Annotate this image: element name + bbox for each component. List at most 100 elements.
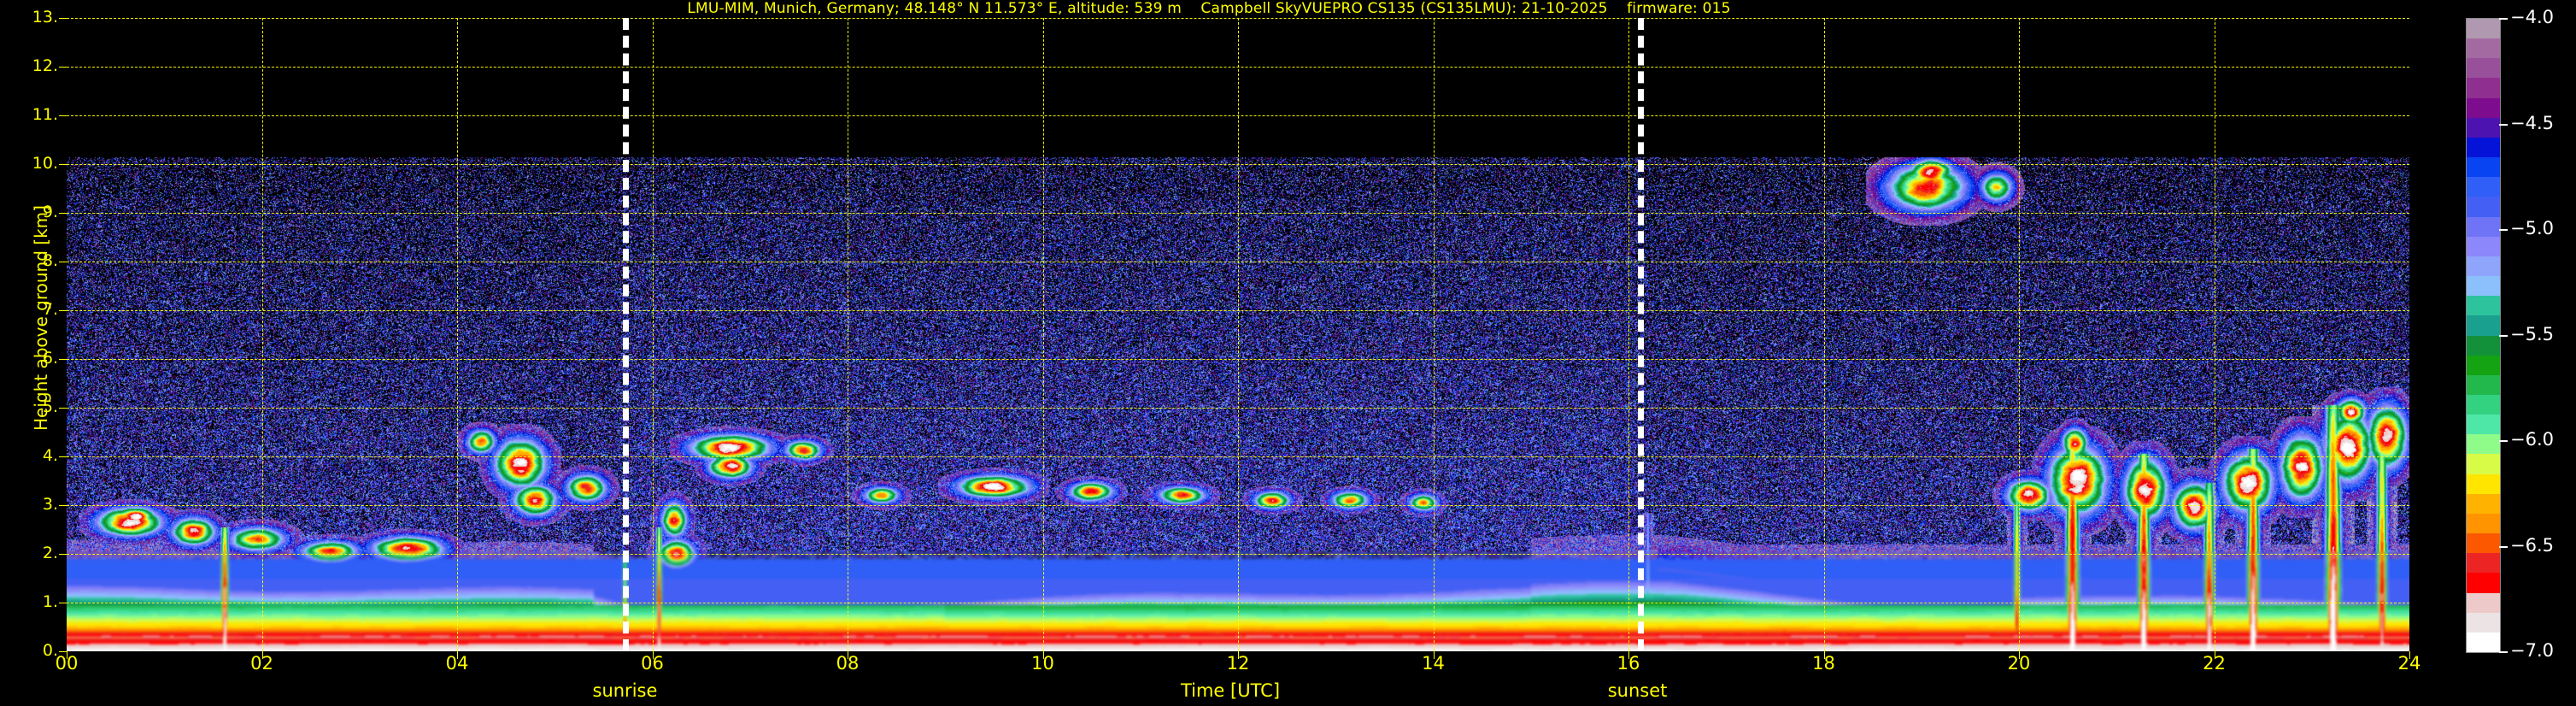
colorbar-segment — [2467, 493, 2500, 514]
x-tick-label: 24 — [2397, 653, 2421, 674]
colorbar-segment — [2467, 58, 2500, 79]
y-tick-mark — [59, 505, 67, 506]
x-tick-label: 18 — [1812, 653, 1835, 674]
y-tick-mark — [59, 115, 67, 116]
y-tick-label: 2. — [42, 544, 58, 562]
x-tick-mark — [457, 651, 458, 659]
y-tick-mark — [59, 554, 67, 555]
colorbar-segment — [2467, 573, 2500, 593]
colorbar-segment — [2467, 553, 2500, 574]
sun-line-sunrise — [622, 18, 629, 651]
y-tick-mark — [59, 651, 67, 652]
colorbar-segment — [2467, 592, 2500, 613]
grid-line-vertical — [1823, 18, 1825, 651]
x-tick-mark — [261, 651, 263, 659]
colorbar-segment — [2467, 276, 2500, 297]
colorbar-tick-mark — [2499, 545, 2508, 548]
grid-line-vertical — [2019, 18, 2020, 651]
y-tick-mark — [59, 213, 67, 214]
y-tick-label: 10. — [32, 154, 58, 173]
colorbar-segment — [2467, 355, 2500, 375]
sun-line-sunset — [1637, 18, 1644, 651]
colorbar — [2466, 18, 2501, 653]
grid-line-vertical — [1628, 18, 1629, 651]
x-tick-label: 20 — [2007, 653, 2031, 674]
colorbar-segment — [2467, 454, 2500, 474]
y-tick-label: 0. — [42, 641, 58, 660]
grid-line-vertical — [652, 18, 654, 651]
x-tick-label: 06 — [641, 653, 664, 674]
grid-line-vertical — [1238, 18, 1239, 651]
colorbar-segment — [2467, 415, 2500, 435]
colorbar-segment — [2467, 78, 2500, 98]
grid-line-vertical — [261, 18, 263, 651]
y-tick-mark — [59, 67, 67, 68]
event-label-sunset: sunset — [1607, 680, 1668, 701]
x-tick-label: 22 — [2203, 653, 2226, 674]
colorbar-tick-label: −4.0 — [2510, 7, 2554, 27]
y-tick-mark — [59, 359, 67, 360]
colorbar-segment — [2467, 177, 2500, 197]
colorbar-segment — [2467, 632, 2500, 652]
colorbar-segment — [2467, 38, 2500, 59]
colorbar-tick-mark — [2499, 229, 2508, 231]
x-tick-mark — [1433, 651, 1435, 659]
x-tick-mark — [2019, 651, 2020, 659]
colorbar-tick-mark — [2499, 334, 2508, 337]
y-tick-label: 11. — [32, 105, 58, 124]
x-tick-label: 04 — [445, 653, 469, 674]
x-tick-label: 14 — [1422, 653, 1445, 674]
colorbar-segment — [2467, 97, 2500, 118]
y-tick-mark — [59, 18, 67, 19]
colorbar-tick-label: −6.0 — [2510, 429, 2554, 450]
colorbar-tick-label: −5.5 — [2510, 323, 2554, 344]
x-tick-label: 12 — [1226, 653, 1250, 674]
y-tick-label: 1. — [42, 592, 58, 611]
event-label-sunrise: sunrise — [592, 680, 658, 701]
colorbar-tick-label: −5.0 — [2510, 218, 2554, 238]
colorbar-tick-mark — [2499, 123, 2508, 126]
grid-line-vertical — [457, 18, 458, 651]
colorbar-segment — [2467, 533, 2500, 554]
colorbar-segment — [2467, 296, 2500, 316]
colorbar-segment — [2467, 236, 2500, 256]
y-tick-mark — [59, 310, 67, 311]
colorbar-segment — [2467, 117, 2500, 138]
x-tick-mark — [2409, 651, 2410, 659]
x-tick-label: 16 — [1617, 653, 1640, 674]
colorbar-segment — [2467, 612, 2500, 632]
y-tick-mark — [59, 456, 67, 457]
x-tick-label: 02 — [250, 653, 273, 674]
colorbar-tick-mark — [2499, 651, 2508, 653]
y-tick-label: 9. — [42, 203, 58, 221]
y-tick-label: 7. — [42, 300, 58, 319]
colorbar-segment — [2467, 394, 2500, 415]
y-tick-mark — [59, 164, 67, 165]
colorbar-tick-mark — [2499, 440, 2508, 442]
grid-lines — [67, 18, 2409, 651]
y-tick-label: 3. — [42, 495, 58, 514]
colorbar-segment — [2467, 197, 2500, 217]
y-tick-mark — [59, 408, 67, 409]
x-tick-mark — [1238, 651, 1239, 659]
colorbar-segment — [2467, 335, 2500, 356]
y-tick-label: 6. — [42, 349, 58, 368]
page-title: LMU-MIM, Munich, Germany; 48.148° N 11.5… — [687, 0, 1731, 17]
y-tick-label: 5. — [42, 397, 58, 416]
colorbar-tick-label: −6.5 — [2510, 534, 2554, 556]
x-tick-label: 00 — [55, 653, 79, 674]
colorbar-segment — [2467, 315, 2500, 336]
colorbar-segment — [2467, 474, 2500, 494]
x-tick-mark — [1042, 651, 1044, 659]
x-tick-mark — [1628, 651, 1629, 659]
y-tick-label: 8. — [42, 251, 58, 270]
y-tick-label: 12. — [32, 56, 58, 75]
colorbar-tick-label: −4.5 — [2510, 112, 2554, 133]
colorbar-segment — [2467, 256, 2500, 277]
y-tick-label: 4. — [42, 446, 58, 465]
heatmap-panel[interactable] — [67, 18, 2409, 651]
colorbar-tick-mark — [2499, 18, 2508, 20]
grid-line-vertical — [1042, 18, 1044, 651]
colorbar-segment — [2467, 374, 2500, 395]
